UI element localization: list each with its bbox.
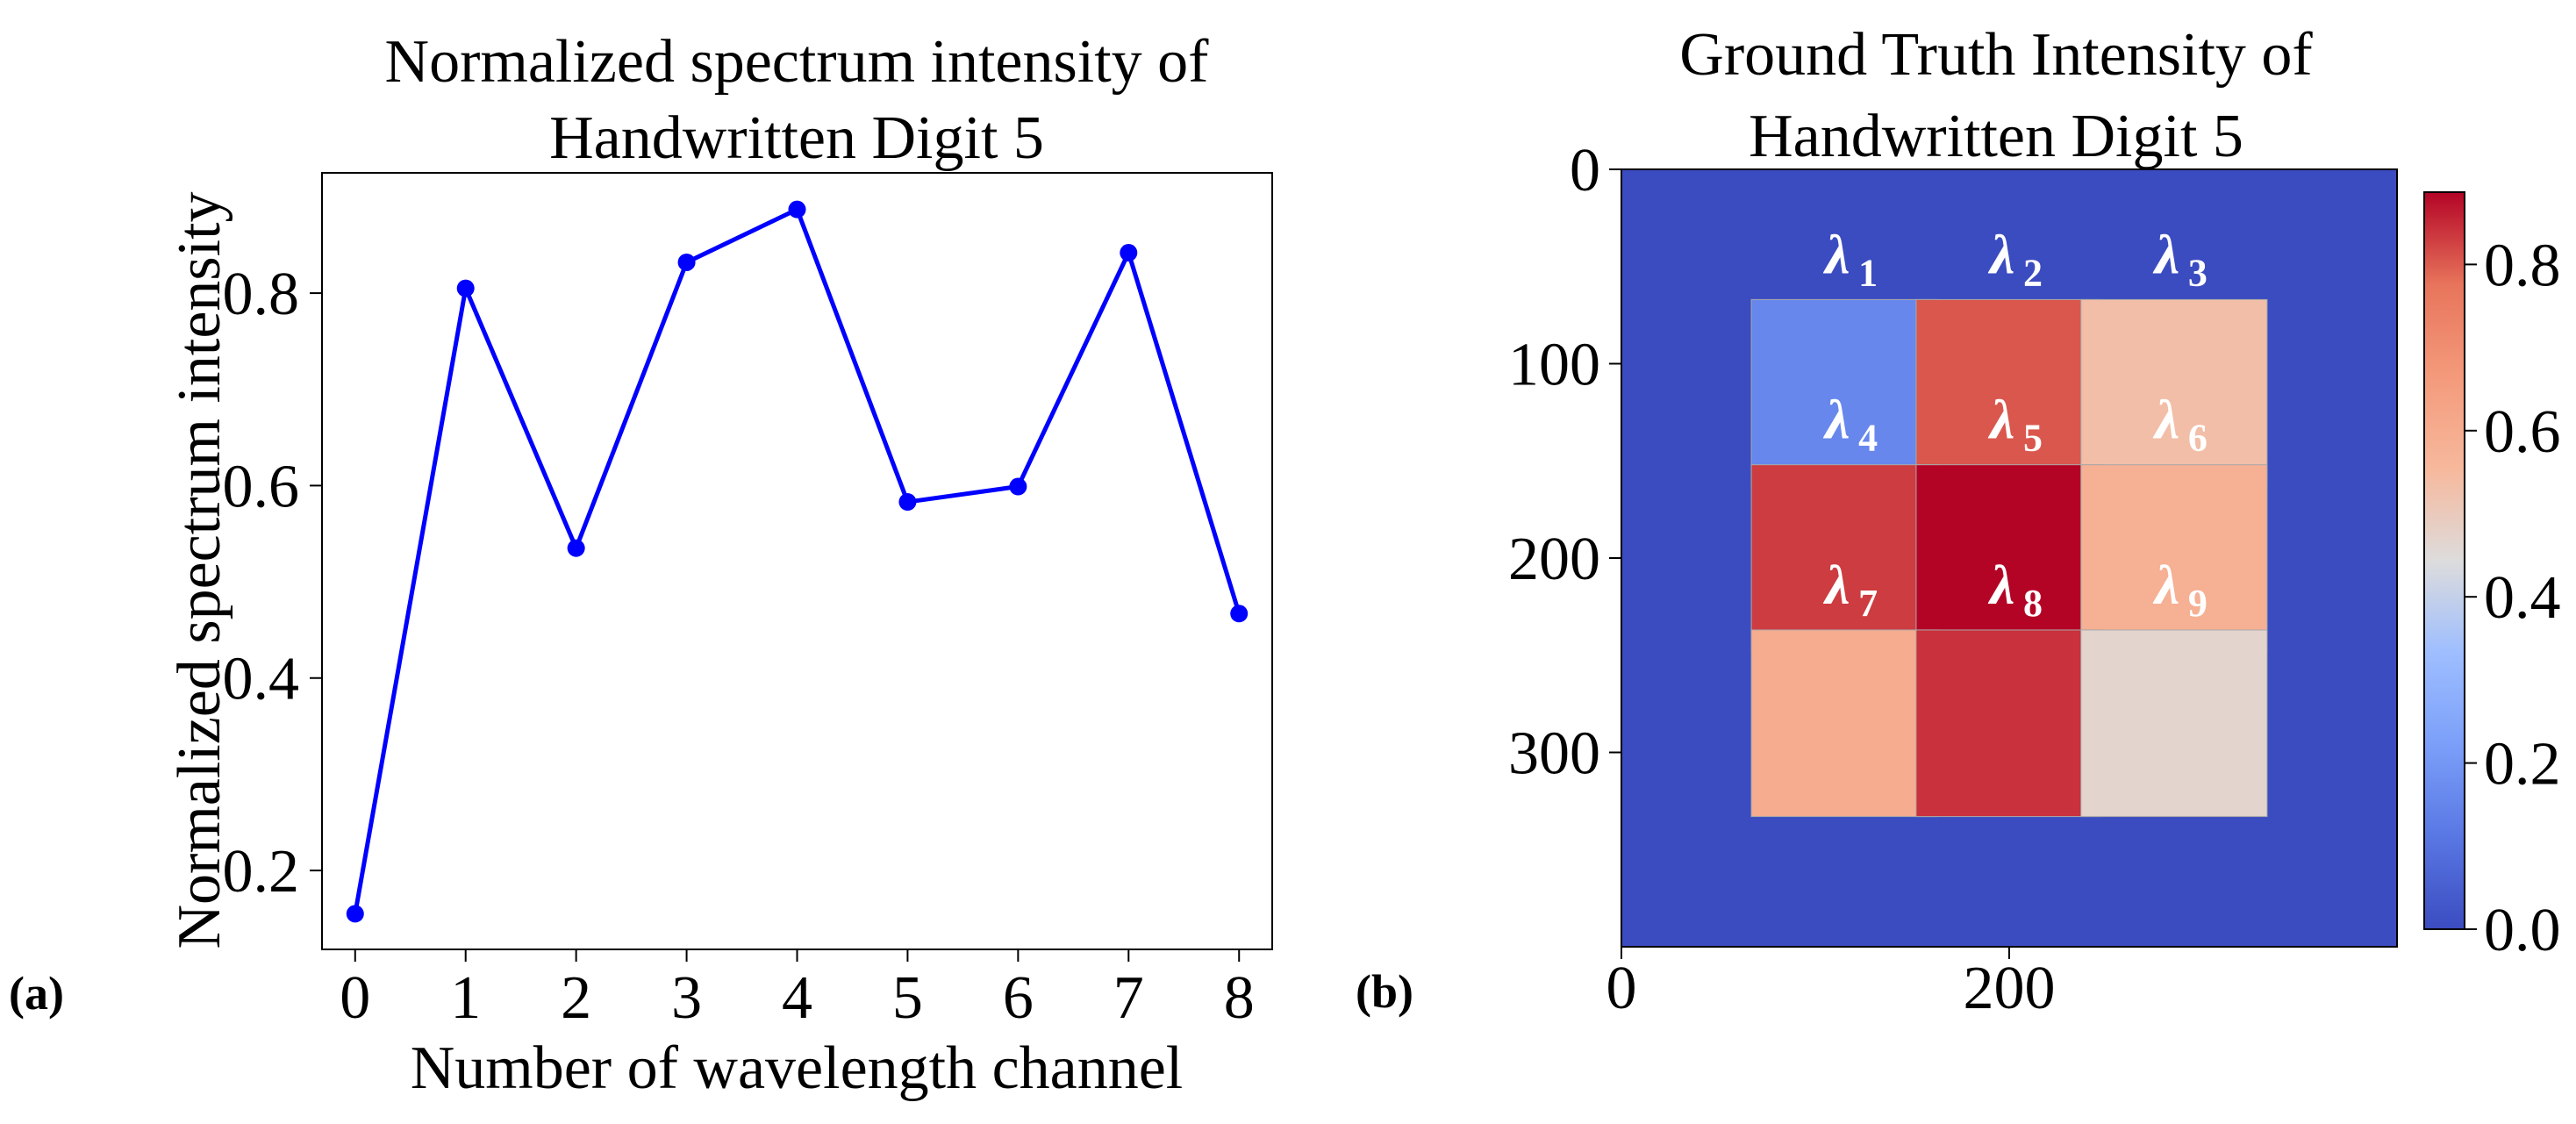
data-point bbox=[898, 493, 917, 512]
panel-label-a: (a) bbox=[9, 967, 64, 1020]
data-point bbox=[567, 539, 585, 557]
x-tick-label: 0 bbox=[340, 964, 370, 1032]
channel-label: λ bbox=[1822, 389, 1850, 451]
channel-label: λ bbox=[1987, 389, 2014, 451]
colorbar bbox=[2423, 191, 2465, 930]
data-point bbox=[1009, 477, 1027, 496]
channel-label-subscript: 5 bbox=[2023, 417, 2043, 460]
channel-label-subscript: 1 bbox=[1858, 251, 1878, 294]
channel-label-subscript: 8 bbox=[2023, 582, 2043, 625]
data-point bbox=[788, 200, 806, 218]
colorbar-tick-label: 0.6 bbox=[2484, 398, 2561, 466]
channel-label-subscript: 7 bbox=[1858, 582, 1878, 625]
x-tick-label: 4 bbox=[782, 964, 812, 1032]
heatmap-y-tick-label: 300 bbox=[1508, 720, 1600, 788]
y-axis: 0.2 0.4 0.6 0.8 bbox=[223, 261, 322, 906]
channel-label: λ bbox=[2152, 554, 2179, 616]
channel-label: λ bbox=[1987, 554, 2014, 616]
channel-label-subscript: 3 bbox=[2188, 251, 2207, 294]
y-tick-label: 0.2 bbox=[223, 838, 300, 906]
channel-label: λ bbox=[1822, 223, 1850, 285]
x-axis-label: Number of wavelength channel bbox=[411, 1035, 1184, 1102]
colorbar-tick-label: 0.2 bbox=[2484, 731, 2561, 798]
y-axis-label: Normalized spectrum intensity bbox=[166, 191, 233, 949]
heatmap-panel: Ground Truth Intensity of Handwritten Di… bbox=[1356, 21, 2561, 1022]
heatmap-x-tick-label: 0 bbox=[1606, 955, 1637, 1022]
channel-label-subscript: 4 bbox=[1858, 417, 1878, 460]
channel-label: λ bbox=[2152, 389, 2179, 451]
heatmap-cell bbox=[1750, 464, 1938, 652]
x-axis: 0 1 2 3 4 5 6 7 8 bbox=[340, 949, 1255, 1032]
channel-label: λ bbox=[2152, 223, 2179, 285]
heatmap-cell bbox=[1750, 629, 1938, 818]
x-tick-label: 8 bbox=[1224, 964, 1255, 1032]
x-tick-label: 3 bbox=[671, 964, 702, 1032]
colorbar-axis: 0.0 0.2 0.4 0.6 0.8 bbox=[2465, 232, 2561, 964]
channel-label-subscript: 2 bbox=[2023, 251, 2043, 294]
x-tick-label: 2 bbox=[561, 964, 591, 1032]
series-line bbox=[353, 206, 1241, 914]
channel-label-subscript: 9 bbox=[2188, 582, 2207, 625]
x-tick-label: 5 bbox=[892, 964, 923, 1032]
x-tick-label: 7 bbox=[1113, 964, 1144, 1032]
line-chart-panel: Normalized spectrum intensity of Handwri… bbox=[9, 28, 1273, 1102]
channel-label: λ bbox=[1987, 223, 2014, 285]
heatmap-y-tick-label: 100 bbox=[1508, 332, 1600, 399]
panel-label-b: (b) bbox=[1356, 965, 1413, 1018]
heatmap-cell bbox=[1915, 629, 2103, 818]
data-point bbox=[346, 905, 364, 923]
data-point bbox=[1120, 244, 1138, 262]
heatmap-cell bbox=[2080, 464, 2268, 652]
heatmap-cell bbox=[1915, 298, 2103, 487]
colorbar-tick-label: 0.8 bbox=[2484, 232, 2561, 299]
chart-title-line2: Handwritten Digit 5 bbox=[549, 104, 1044, 172]
colorbar-tick-label: 0.4 bbox=[2484, 564, 2561, 632]
x-tick-label: 6 bbox=[1003, 964, 1034, 1032]
x-tick-label: 1 bbox=[450, 964, 481, 1032]
y-tick-label: 0.6 bbox=[223, 453, 300, 520]
channel-label: λ bbox=[1822, 554, 1850, 616]
data-point bbox=[677, 253, 696, 271]
heatmap-x-axis: 0 200 bbox=[1606, 947, 2056, 1022]
heatmap-y-tick-label: 200 bbox=[1508, 526, 1600, 593]
channel-label-subscript: 6 bbox=[2188, 417, 2207, 460]
colorbar-tick-label: 0.0 bbox=[2484, 897, 2561, 964]
heatmap-title-line1: Ground Truth Intensity of bbox=[1679, 21, 2313, 89]
chart-title-line1: Normalized spectrum intensity of bbox=[385, 28, 1210, 96]
heatmap-cell bbox=[1750, 298, 1938, 487]
heatmap-cells: λ 1 λ 2 λ 3λ 4 λ 5 λ 6λ 7 λ 8 λ 9 bbox=[1750, 223, 2268, 818]
heatmap-x-tick-label: 200 bbox=[1964, 955, 2056, 1022]
heatmap-cell bbox=[2080, 298, 2268, 487]
data-point bbox=[1230, 605, 1249, 623]
heatmap-y-axis: 0 100 200 300 bbox=[1508, 137, 1621, 788]
heatmap-y-tick-label: 0 bbox=[1570, 137, 1600, 204]
series-points bbox=[346, 200, 1249, 923]
data-point bbox=[456, 279, 475, 297]
heatmap-title-line2: Handwritten Digit 5 bbox=[1749, 103, 2243, 170]
y-tick-label: 0.8 bbox=[223, 261, 300, 328]
y-tick-label: 0.4 bbox=[223, 646, 300, 713]
heatmap-cell bbox=[2080, 629, 2268, 818]
